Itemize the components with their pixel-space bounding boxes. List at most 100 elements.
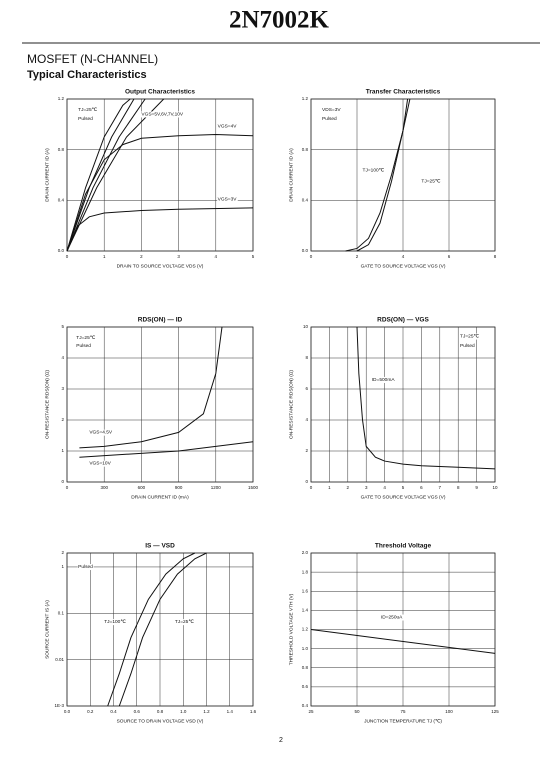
curve: [66, 133, 254, 252]
doc-title: 2N7002K: [229, 7, 330, 34]
annotation: VGS=10V: [89, 461, 111, 467]
curve: [66, 98, 135, 252]
annotation-bg: [77, 564, 94, 571]
y-tick-label: 3: [61, 386, 64, 391]
section-title: MOSFET (N-CHANNEL): [27, 52, 158, 66]
y-tick-label: 0: [61, 479, 64, 484]
y-tick-label: 6: [305, 386, 308, 391]
x-tick-label: 8: [457, 485, 460, 490]
y-axis-label: DRAIN CURRENT ID (A): [288, 148, 294, 202]
y-tick-label: 0.0: [58, 248, 65, 253]
y-axis-label: THRESHOLD VOLTAGE VTH (V): [288, 593, 294, 665]
curve: [118, 552, 207, 707]
x-tick-label: 4: [215, 254, 218, 259]
curve: [66, 98, 165, 252]
y-tick-label: 1.6: [302, 588, 309, 593]
annotation-bg: [321, 106, 342, 113]
chart-title: Output Characteristics: [125, 89, 195, 96]
y-tick-label: 2: [305, 448, 308, 453]
annotation: TJ=100℃: [104, 619, 126, 625]
x-tick-label: 10: [492, 485, 498, 490]
annotation: TJ=25℃: [78, 107, 97, 113]
annotation: VGS=4V: [218, 124, 238, 130]
curve: [66, 207, 254, 252]
y-axis-label: ON-RESISTANCE RDS(ON) (Ω): [288, 370, 294, 439]
annotation: TJ=25℃: [175, 619, 194, 625]
y-tick-label: 2: [61, 417, 64, 422]
annotation: Pulsed: [322, 116, 337, 122]
x-tick-label: 1.2: [203, 709, 210, 714]
x-tick-label: 600: [138, 485, 146, 490]
y-tick-label: 0.6: [302, 684, 309, 689]
x-tick-label: 5: [252, 254, 255, 259]
x-tick-label: 0.6: [134, 709, 141, 714]
y-tick-label: 0.0: [302, 248, 309, 253]
x-tick-label: 6: [420, 485, 423, 490]
y-tick-label: 0.8: [58, 147, 65, 152]
x-tick-label: 4: [402, 254, 405, 259]
y-tick-label: 1.2: [302, 96, 309, 101]
x-tick-label: 0.4: [110, 709, 117, 714]
annotation-bg: [380, 614, 404, 621]
annotation: TJ=25℃: [76, 335, 95, 341]
annotation-bg: [88, 460, 113, 467]
y-tick-label: 0.1: [58, 610, 65, 615]
chart-title: RDS(ON) — VGS: [377, 317, 429, 324]
x-axis-label: GATE TO SOURCE VOLTAGE VGS (V): [361, 494, 446, 500]
annotation-bg: [321, 116, 338, 123]
annotation-bg: [459, 333, 481, 340]
curve: [79, 441, 254, 458]
y-tick-label: 0: [305, 479, 308, 484]
y-axis-label: SOURCE CURRENT IS (A): [44, 600, 50, 659]
y-tick-label: 8: [305, 355, 308, 360]
y-tick-label: 5: [61, 324, 64, 329]
annotation-bg: [420, 178, 442, 185]
annotation: Pulsed: [78, 564, 93, 570]
y-tick-label: 0.4: [302, 198, 309, 203]
y-tick-label: 1.2: [302, 627, 309, 632]
y-tick-label: 1.8: [302, 569, 309, 574]
curve: [79, 326, 223, 449]
curve: [107, 552, 196, 707]
annotation-bg: [77, 106, 99, 113]
curve: [310, 629, 496, 654]
x-axis-label: JUNCTION TEMPERATURE TJ (℃): [364, 718, 442, 724]
annotation-bg: [174, 619, 195, 626]
annotation-bg: [77, 116, 94, 123]
chart-title: Transfer Characteristics: [366, 89, 441, 96]
y-axis-label: ON-RESISTANCE RDS(ON) (Ω): [44, 370, 50, 439]
x-tick-label: 2: [356, 254, 359, 259]
annotation-bg: [140, 111, 185, 118]
annotation: VGS=4.5V: [89, 430, 113, 436]
x-tick-label: 3: [365, 485, 368, 490]
chart-title: IS — VSD: [145, 543, 175, 550]
curve: [356, 98, 409, 252]
x-tick-label: 6: [448, 254, 451, 259]
y-tick-label: 1E-3: [54, 703, 64, 708]
y-tick-label: 1.2: [58, 96, 65, 101]
x-tick-label: 0.2: [87, 709, 94, 714]
annotation: Pulsed: [460, 343, 475, 349]
y-tick-label: 4: [305, 417, 308, 422]
y-tick-label: 0.4: [58, 198, 65, 203]
page-number: 2: [279, 737, 283, 744]
y-axis-label: DRAIN CURRENT ID (A): [44, 148, 50, 202]
y-tick-label: 1: [61, 448, 64, 453]
annotation: TJ=25℃: [460, 334, 479, 340]
annotation: Pulsed: [78, 116, 93, 122]
x-tick-label: 1.6: [250, 709, 257, 714]
x-tick-label: 1.4: [227, 709, 234, 714]
annotation: ID=250uA: [381, 615, 403, 621]
x-tick-label: 0: [66, 254, 69, 259]
x-tick-label: 1: [103, 254, 106, 259]
y-tick-label: 0.8: [302, 665, 309, 670]
annotation-bg: [75, 342, 92, 349]
annotation-bg: [103, 619, 127, 626]
annotation-bg: [88, 429, 114, 436]
annotation: VGS=5V,6V,7V,10V: [141, 111, 184, 117]
chart-title: RDS(ON) — ID: [138, 317, 183, 324]
annotation-bg: [459, 342, 476, 349]
x-tick-label: 0: [310, 485, 313, 490]
x-tick-label: 2: [140, 254, 143, 259]
